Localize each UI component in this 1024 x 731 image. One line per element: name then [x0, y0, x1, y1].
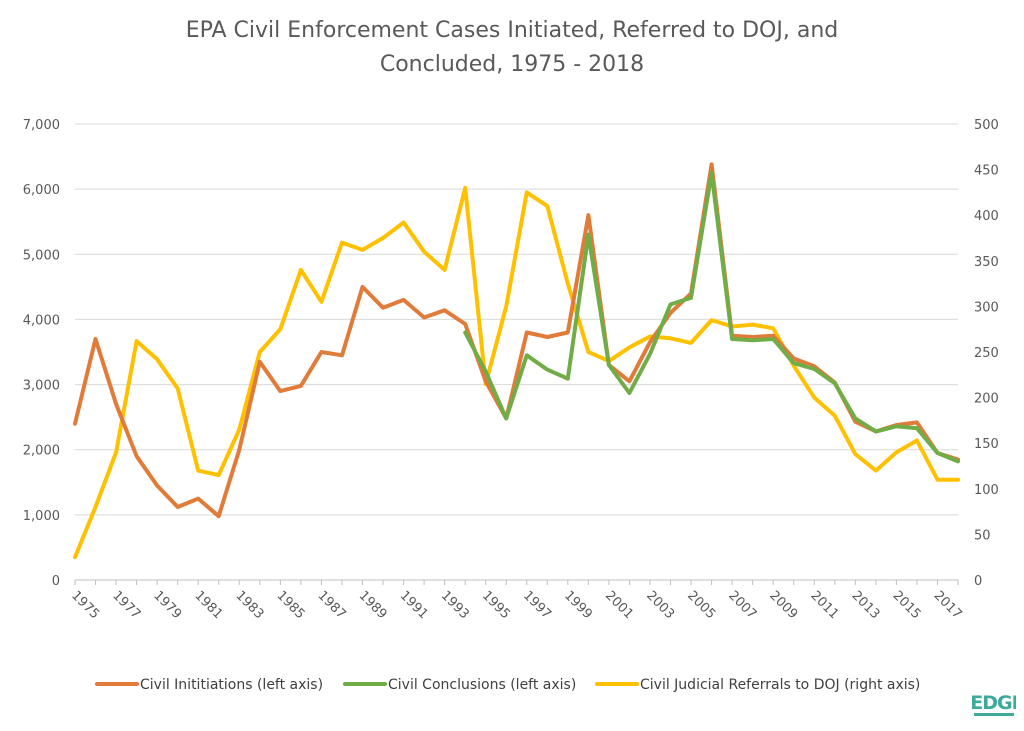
right-axis-tick-label: 250 — [974, 346, 999, 361]
chart-title: EPA Civil Enforcement Cases Initiated, R… — [0, 14, 1024, 82]
left-axis-tick-labels: 0 1,000 2,000 3,000 4,000 5,000 6,000 7,000 — [23, 118, 60, 589]
x-axis-tick-label: 2001 — [602, 588, 636, 622]
right-axis-tick-label: 400 — [974, 209, 999, 224]
right-axis-tick-label: 100 — [974, 483, 999, 498]
x-axis-tick-label: 2007 — [725, 588, 759, 622]
x-axis-tick-label: 1983 — [232, 588, 266, 622]
x-axis-tick-label: 2003 — [643, 588, 677, 622]
x-axis-tick-label: 1979 — [150, 588, 184, 622]
right-axis-tick-label: 0 — [974, 574, 982, 589]
series-lines — [73, 162, 960, 560]
x-axis-tick-label: 1995 — [479, 588, 513, 622]
legend-label: Civil Judicial Referrals to DOJ (right a… — [640, 677, 920, 693]
x-axis-tick-label: 2011 — [807, 588, 841, 622]
series-line-3 — [73, 185, 960, 560]
right-axis-tick-label: 300 — [974, 300, 999, 315]
x-axis-tick-label: 2013 — [848, 588, 882, 622]
legend-label: Civil Inititiations (left axis) — [140, 677, 323, 693]
chart-title-line-1: EPA Civil Enforcement Cases Initiated, R… — [185, 18, 839, 43]
x-axis-tick-label: 2009 — [766, 588, 800, 622]
chart-title-line-2: Concluded, 1975 - 2018 — [379, 52, 645, 77]
x-axis-tick-label: 1985 — [274, 588, 308, 622]
x-axis-tick-label: 1991 — [397, 588, 431, 622]
logo-underline — [974, 713, 1014, 716]
x-axis-tick-label: 1993 — [438, 588, 472, 622]
left-axis-tick-label: 6,000 — [23, 183, 60, 198]
legend: Civil Inititiations (left axis) Civil Con… — [95, 677, 920, 693]
right-axis-tick-label: 450 — [974, 164, 999, 179]
x-axis-tick-label: 1987 — [315, 588, 349, 622]
right-axis-tick-label: 350 — [974, 255, 999, 270]
left-axis-tick-label: 3,000 — [23, 379, 60, 394]
x-axis-tick-label: 1999 — [561, 588, 595, 622]
x-axis-tick-labels: 1975 1977 1979 1981 1983 1985 1987 1989 1991 1993… — [68, 588, 964, 622]
left-axis-tick-label: 4,000 — [23, 313, 60, 328]
series-line-1 — [73, 162, 960, 519]
x-axis-tick-label: 1997 — [520, 588, 554, 622]
right-axis-tick-labels: 0 50 100 150 200 250 300 350 400 450 500 — [974, 118, 999, 589]
x-axis-tick-label: 1977 — [109, 588, 143, 622]
x-axis-tick-label: 1975 — [68, 588, 102, 622]
right-axis-tick-label: 200 — [974, 392, 999, 407]
legend-label: Civil Conclusions (left axis) — [388, 677, 576, 693]
right-axis-tick-label: 500 — [974, 118, 999, 133]
right-axis-tick-label: 50 — [974, 528, 991, 543]
x-axis-tick-label: 2017 — [931, 588, 965, 622]
x-axis-tick-label: 2005 — [684, 588, 718, 622]
right-axis-tick-label: 150 — [974, 437, 999, 452]
left-axis-tick-label: 1,000 — [23, 509, 60, 524]
gridlines — [74, 123, 959, 585]
left-axis-tick-label: 5,000 — [23, 248, 60, 263]
logo-text: EDGI — [972, 692, 1016, 714]
x-axis-tick-label: 1981 — [191, 588, 225, 622]
series-line-2 — [463, 170, 960, 464]
edgi-logo: EDGI — [972, 692, 1016, 716]
x-axis-tick-label: 2015 — [890, 588, 924, 622]
x-axis-tick-label: 1989 — [356, 588, 390, 622]
left-axis-tick-label: 0 — [52, 574, 60, 589]
left-axis-tick-label: 2,000 — [23, 444, 60, 459]
left-axis-tick-label: 7,000 — [23, 118, 60, 133]
